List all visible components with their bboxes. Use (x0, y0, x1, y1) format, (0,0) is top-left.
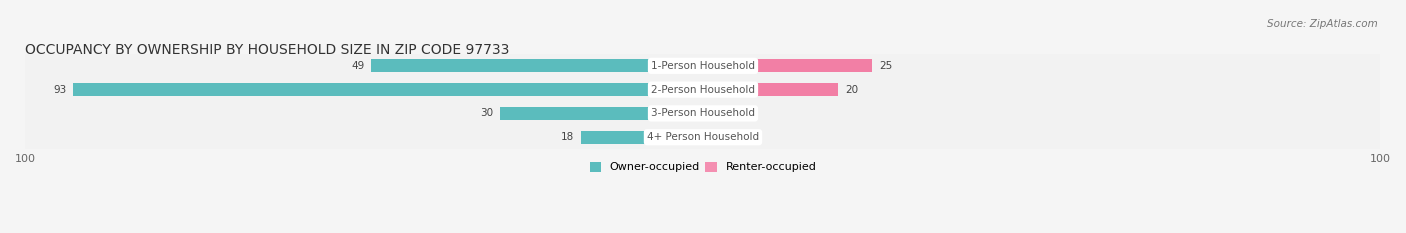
Bar (25, 54, 1381, 78)
Bar (25, 102, 1381, 125)
Bar (581, 131, 703, 144)
Text: 0: 0 (710, 108, 716, 118)
Text: 49: 49 (352, 61, 364, 71)
Bar (73, 83, 703, 96)
Bar (25, 78, 1381, 102)
Text: 20: 20 (845, 85, 859, 95)
Legend: Owner-occupied, Renter-occupied: Owner-occupied, Renter-occupied (585, 157, 821, 177)
Text: 18: 18 (561, 132, 574, 142)
Text: 30: 30 (479, 108, 494, 118)
Text: Source: ZipAtlas.com: Source: ZipAtlas.com (1267, 19, 1378, 29)
Bar (703, 59, 872, 72)
Text: 4+ Person Household: 4+ Person Household (647, 132, 759, 142)
Text: 25: 25 (879, 61, 893, 71)
Bar (703, 83, 838, 96)
Text: OCCUPANCY BY OWNERSHIP BY HOUSEHOLD SIZE IN ZIP CODE 97733: OCCUPANCY BY OWNERSHIP BY HOUSEHOLD SIZE… (25, 43, 510, 57)
Text: 2-Person Household: 2-Person Household (651, 85, 755, 95)
Text: 0: 0 (710, 132, 716, 142)
Text: 1-Person Household: 1-Person Household (651, 61, 755, 71)
Bar (371, 59, 703, 72)
Bar (25, 125, 1381, 149)
Text: 93: 93 (53, 85, 66, 95)
Bar (499, 107, 703, 120)
Text: 3-Person Household: 3-Person Household (651, 108, 755, 118)
